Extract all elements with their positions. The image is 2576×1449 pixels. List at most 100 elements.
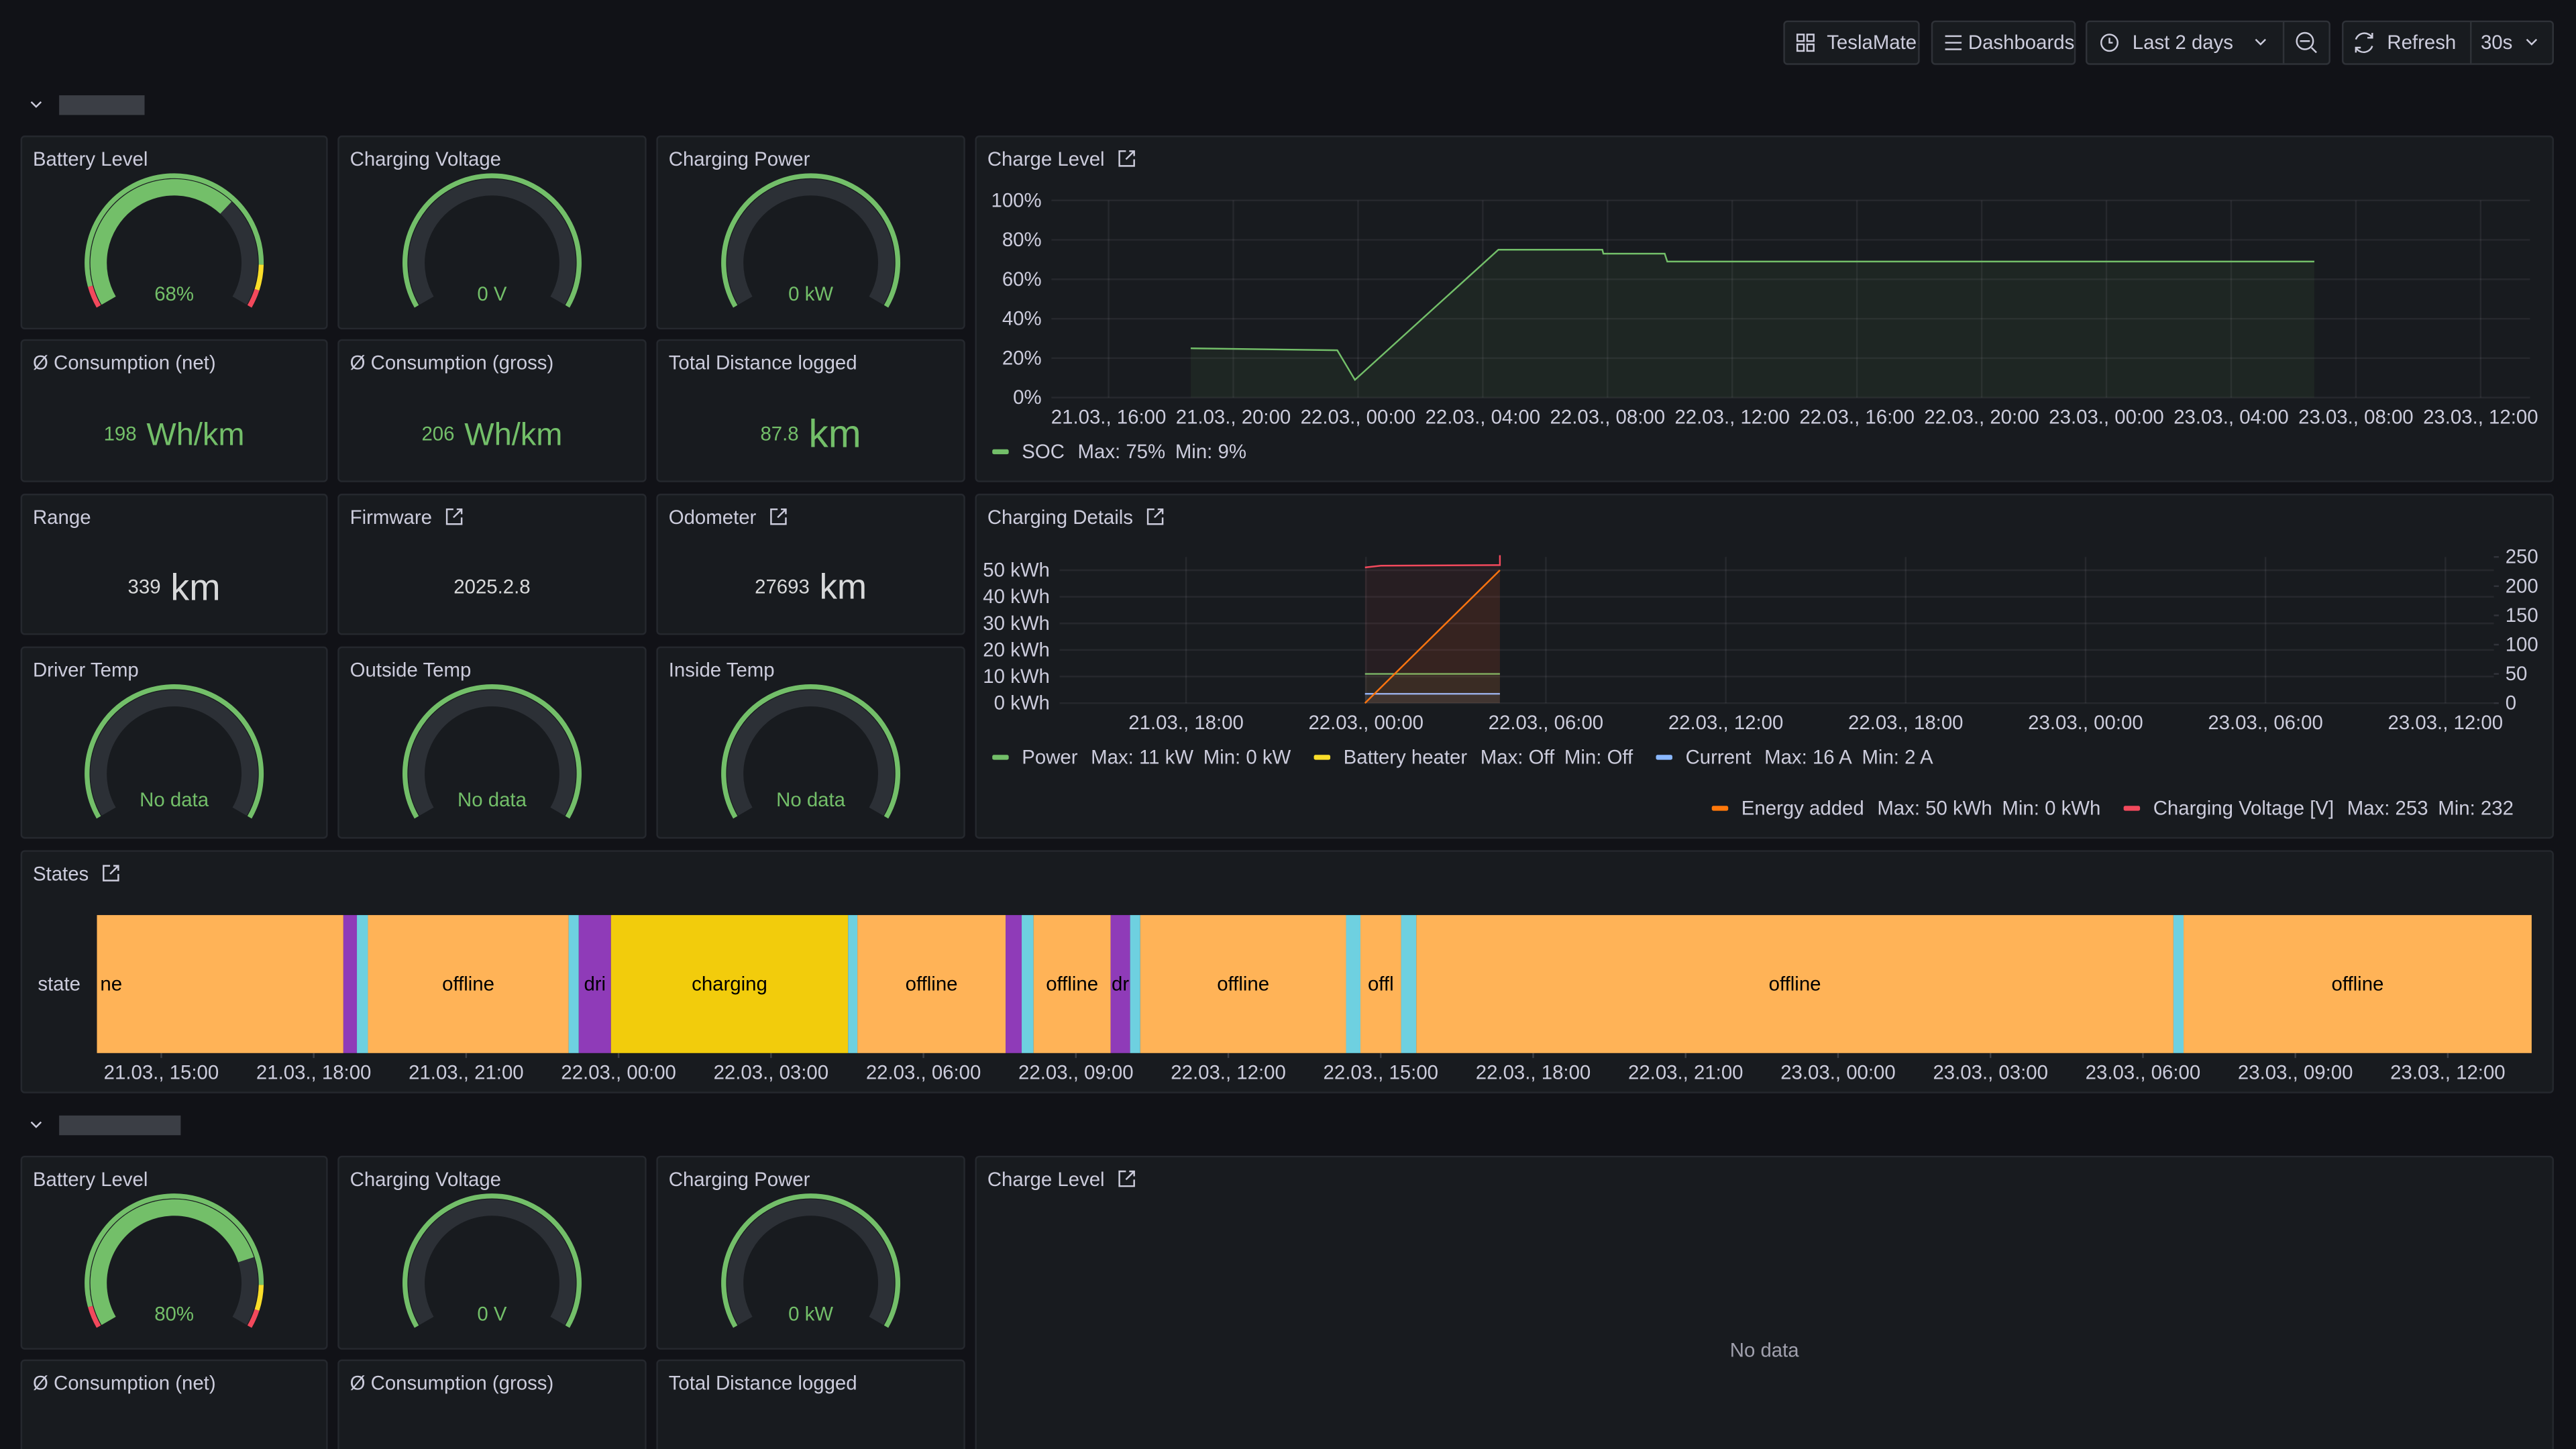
button-label[interactable]: TeslaMate [1827,32,1917,54]
state-label: offline [1769,973,1821,995]
state-label: offline [906,973,958,995]
panel-title: Range [33,506,91,529]
legend-label: Current [1686,746,1752,768]
y2-tick-label: 100 [2506,633,2538,655]
state-segment [1022,915,1034,1053]
legend-stat: Min: 232 [2438,797,2514,819]
y-tick-label: 100% [991,189,1042,211]
y-tick-label: 10 kWh [983,665,1050,688]
panel-title: Ø Consumption (gross) [350,352,554,374]
no-data: No data [776,789,846,811]
x-tick-label: 23.03., 00:00 [1780,1062,1896,1084]
x-tick-label: 23.03., 08:00 [2298,407,2414,429]
stat-unit: km [170,566,220,608]
row-title-blurred [59,95,144,115]
state-segment [1130,915,1140,1053]
panel-title: Charging Voltage [350,1169,501,1191]
panel-title: Total Distance logged [669,1373,857,1395]
legend-stat: Max: 11 kW [1091,746,1193,768]
stat-number: 27693 [755,576,810,598]
legend-label: SOC [1022,441,1065,463]
legend-item[interactable]: PowerMax: 11 kWMin: 0 kW [992,746,1291,768]
legend-label: Energy added [1741,797,1864,819]
x-tick-label: 22.03., 00:00 [1308,712,1424,734]
x-tick-label: 22.03., 20:00 [1924,407,2039,429]
legend-stat: Min: 2 A [1862,746,1933,768]
legend-swatch [992,755,1008,759]
gauge-label: 68% [154,283,194,305]
x-tick-label: 23.03., 12:00 [2390,1062,2506,1084]
state-segment [2174,915,2184,1053]
y2-tick-label: 150 [2506,604,2538,627]
x-tick-label: 22.03., 09:00 [1018,1062,1134,1084]
x-tick-label: 23.03., 00:00 [2028,712,2143,734]
panel [976,1157,2553,1449]
x-tick-label: 21.03., 18:00 [256,1062,372,1084]
stat-unit: km [808,412,861,455]
x-tick-label: 22.03., 00:00 [561,1062,676,1084]
panel-title: Inside Temp [669,659,775,682]
stat-unit: Wh/km [464,416,562,451]
legend-label: Power [1022,746,1077,768]
legend-swatch [2124,806,2140,810]
legend-item[interactable]: SOCMax: 75%Min: 9% [992,441,1246,463]
stat-value: 2025.2.8 [453,576,530,598]
legend-swatch [1712,806,1728,810]
button-label[interactable]: Refresh [2387,32,2456,54]
panel-title: Driver Temp [33,659,139,682]
x-tick-label: 21.03., 20:00 [1176,407,1291,429]
x-tick-label: 23.03., 09:00 [2238,1062,2353,1084]
legend-swatch [992,449,1008,454]
x-tick-label: 23.03., 00:00 [2049,407,2164,429]
button-label[interactable]: Dashboards [1968,32,2074,54]
state-label: charging [692,973,767,995]
gauge-label: 0 V [477,283,506,305]
x-tick-label: 21.03., 21:00 [409,1062,524,1084]
stat-number: 206 [421,423,454,445]
state-segment [1346,915,1360,1053]
no-data: No data [458,789,527,811]
row-label: state [38,973,80,995]
x-tick-label: 22.03., 12:00 [1668,712,1784,734]
y-tick-label: 50 kWh [983,559,1050,582]
y2-tick-label: 200 [2506,575,2538,597]
x-tick-label: 22.03., 18:00 [1476,1062,1591,1084]
y-tick-label: 0% [1013,386,1041,409]
panel-title: States [33,863,89,885]
x-tick-label: 23.03., 06:00 [2208,712,2323,734]
refresh-interval[interactable]: 30s [2481,32,2512,54]
panel-title: Ø Consumption (gross) [350,1373,554,1395]
panel-title: Charge Level [987,148,1105,170]
panel-title: Charging Power [669,148,810,170]
y-tick-label: 40 kWh [983,586,1050,608]
x-tick-label: 22.03., 03:00 [714,1062,829,1084]
x-tick-label: 23.03., 06:00 [2086,1062,2201,1084]
x-tick-label: 23.03., 12:00 [2388,712,2504,734]
x-tick-label: 21.03., 18:00 [1128,712,1244,734]
legend-item[interactable]: CurrentMax: 16 AMin: 2 A [1656,746,1933,768]
legend-stat: Max: Off [1481,746,1555,768]
x-tick-label: 22.03., 06:00 [1489,712,1604,734]
legend-item[interactable]: Charging Voltage [V]Max: 253Min: 232 [2124,797,2514,819]
x-tick-label: 22.03., 00:00 [1301,407,1416,429]
state-segment [1006,915,1022,1053]
stat-unit: Wh/km [146,416,244,451]
legend-stat: Min: 9% [1175,441,1246,463]
state-label: dri [584,973,606,995]
x-tick-label: 21.03., 15:00 [104,1062,219,1084]
x-tick-label: 21.03., 16:00 [1051,407,1167,429]
y2-tick-label: 0 [2506,692,2516,714]
panel-title: Ø Consumption (net) [33,352,216,374]
gauge-label: 0 V [477,1303,506,1326]
legend-swatch [1656,755,1672,759]
x-tick-label: 22.03., 15:00 [1324,1062,1439,1084]
legend-item[interactable]: Energy addedMax: 50 kWhMin: 0 kWh [1712,797,2101,819]
x-tick-label: 22.03., 08:00 [1550,407,1666,429]
x-tick-label: 22.03., 16:00 [1799,407,1915,429]
y-tick-label: 20 kWh [983,639,1050,661]
y2-tick-label: 250 [2506,546,2538,568]
time-range[interactable]: Last 2 days [2133,32,2233,54]
state-label: ne [100,973,122,995]
